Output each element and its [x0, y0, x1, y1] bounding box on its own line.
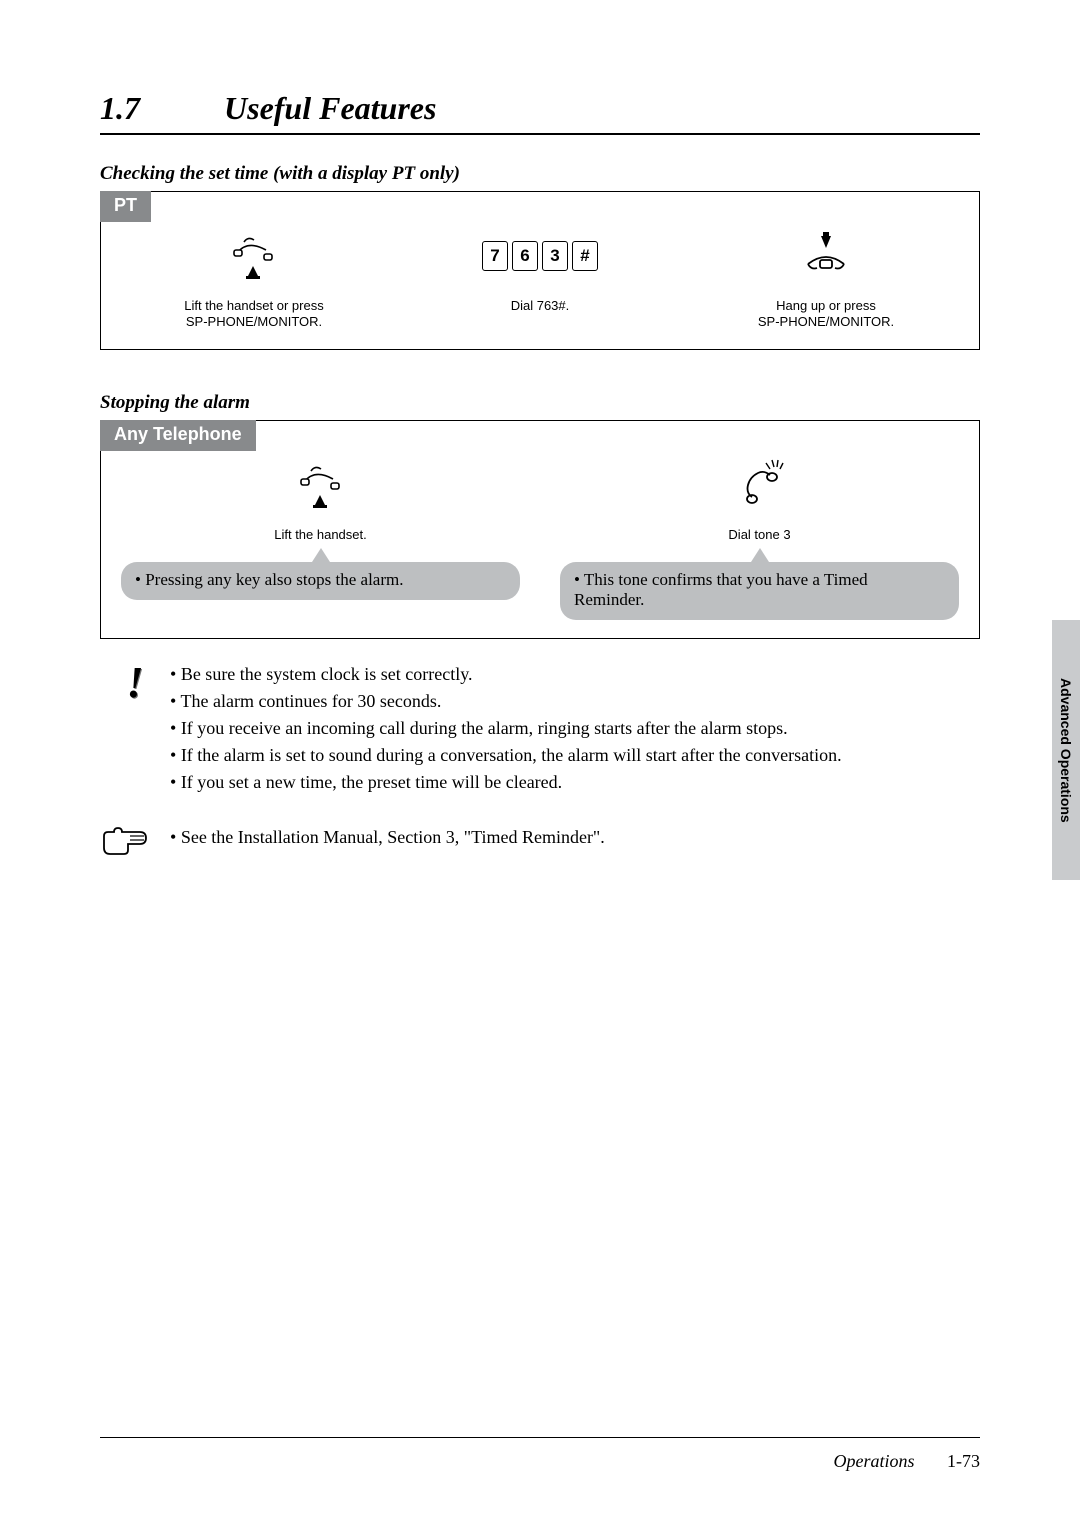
heading-rule	[100, 133, 980, 135]
lift-handset-icon-2	[121, 455, 520, 515]
hang-up-icon	[683, 226, 969, 286]
section-heading: 1.7 Useful Features	[100, 90, 980, 135]
footer-rule	[100, 1437, 980, 1438]
section-number: 1.7	[100, 90, 220, 127]
advice-item-1: The alarm continues for 30 seconds.	[170, 688, 842, 715]
note-right-text: This tone confirms that you have a Timed…	[574, 570, 868, 609]
dial-keys: 7 6 3 #	[482, 241, 598, 271]
note-bubble-right: This tone confirms that you have a Timed…	[560, 562, 959, 620]
pointer-icon-2	[751, 548, 769, 562]
pointing-hand-icon	[100, 824, 170, 858]
side-tab: Advanced Operations	[1052, 620, 1080, 880]
note-left-text: Pressing any key also stops the alarm.	[135, 570, 403, 589]
exclamation-icon: !	[100, 661, 170, 705]
footer-label: Operations	[834, 1451, 915, 1471]
reference-list: See the Installation Manual, Section 3, …	[170, 824, 605, 851]
section-title: Useful Features	[224, 90, 436, 126]
step2-caption: Dial 763#.	[397, 298, 683, 314]
step-hang-up: Hang up or press SP-PHONE/MONITOR.	[683, 226, 969, 331]
step3-caption-line1: Hang up or press	[683, 298, 969, 314]
key-6: 6	[512, 241, 538, 271]
right-caption: Dial tone 3	[560, 527, 959, 542]
footer-page-number: 1-73	[947, 1451, 980, 1471]
left-caption: Lift the handset.	[121, 527, 520, 542]
dial-tone-icon	[560, 455, 959, 515]
key-3: 3	[542, 241, 568, 271]
step-dial-763: 7 6 3 # Dial 763#.	[397, 226, 683, 331]
procedure-box-check-time: PT Lift th	[100, 191, 980, 350]
advice-item-4: If you set a new time, the preset time w…	[170, 769, 842, 796]
key-7: 7	[482, 241, 508, 271]
lift-handset-icon	[111, 226, 397, 286]
procedure-label-any-telephone: Any Telephone	[100, 420, 256, 451]
subheading-check-time: Checking the set time (with a display PT…	[100, 163, 980, 185]
advice-block: ! Be sure the system clock is set correc…	[100, 661, 980, 796]
ref-item-0: See the Installation Manual, Section 3, …	[170, 824, 605, 851]
advice-item-3: If the alarm is set to sound during a co…	[170, 742, 842, 769]
side-tab-label: Advanced Operations	[1058, 678, 1074, 823]
key-hash: #	[572, 241, 598, 271]
step-lift-handset: Lift the handset or press SP-PHONE/MONIT…	[111, 226, 397, 331]
step1-caption-line2: SP-PHONE/MONITOR.	[111, 314, 397, 330]
pointer-icon	[312, 548, 330, 562]
step-lift-handset-2: Lift the handset. Pressing any key also …	[121, 455, 520, 620]
procedure-box-stopping-alarm: Any Telephone	[100, 420, 980, 639]
manual-page: 1.7 Useful Features Checking the set tim…	[0, 0, 1080, 1528]
advice-item-0: Be sure the system clock is set correctl…	[170, 661, 842, 688]
page-footer: Operations 1-73	[834, 1451, 981, 1472]
step-dial-tone: Dial tone 3 This tone confirms that you …	[560, 455, 959, 620]
subheading-stopping-alarm: Stopping the alarm	[100, 392, 980, 414]
reference-block: See the Installation Manual, Section 3, …	[100, 824, 980, 858]
procedure-label-pt: PT	[100, 191, 151, 222]
note-bubble-left: Pressing any key also stops the alarm.	[121, 562, 520, 600]
step1-caption-line1: Lift the handset or press	[111, 298, 397, 314]
step3-caption-line2: SP-PHONE/MONITOR.	[683, 314, 969, 330]
advice-item-2: If you receive an incoming call during t…	[170, 715, 842, 742]
advice-list: Be sure the system clock is set correctl…	[170, 661, 842, 796]
